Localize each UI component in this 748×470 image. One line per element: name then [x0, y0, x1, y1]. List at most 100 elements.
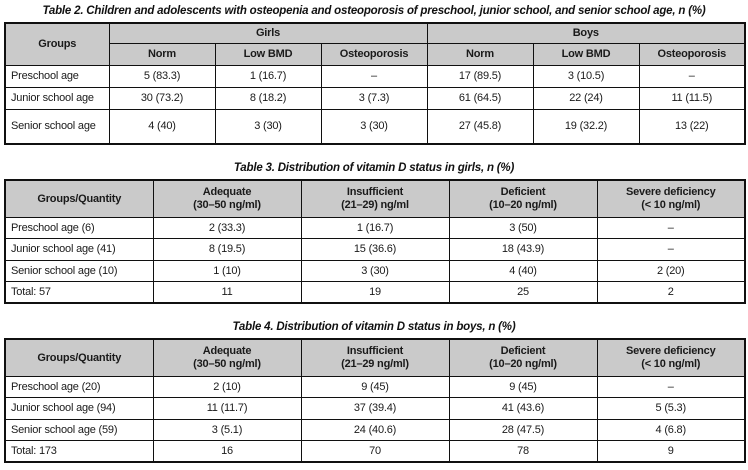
cell: 27 (45.8): [426, 108, 534, 145]
cell: 25: [448, 281, 598, 304]
header-range: (10–20 ng/ml): [489, 357, 557, 370]
table4-caption: Table 4. Distribution of vitamin D statu…: [232, 321, 516, 333]
row-label: Senior school age (10): [4, 259, 154, 282]
header-range: (30–50 ng/ml): [193, 198, 261, 211]
cell: 22 (24): [532, 86, 640, 110]
table3-caption: Table 3. Distribution of vitamin D statu…: [233, 162, 515, 174]
cell: 17 (89.5): [426, 64, 534, 88]
row-label: Senior school age (59): [4, 418, 154, 441]
header-label: Deficient: [500, 185, 546, 198]
table-row: Junior school age (41) 8 (19.5) 15 (36.6…: [4, 238, 746, 261]
cell: 3 (50): [448, 216, 598, 239]
row-label: Total: 173: [4, 440, 154, 463]
row-label: Senior school age: [4, 108, 110, 145]
table2-header-row-2: Norm Low BMD Osteoporosis Norm Low BMD O…: [5, 42, 746, 66]
header-label: Deficient: [500, 344, 546, 357]
cell: 37 (39.4): [300, 397, 450, 420]
cell: –: [596, 375, 746, 398]
table4-header-groups: Groups/Quantity: [4, 338, 154, 377]
cell: –: [638, 64, 746, 88]
table-row: Junior school age (94) 11 (11.7) 37 (39.…: [4, 397, 746, 420]
cell: 78: [448, 440, 598, 463]
row-label: Preschool age (6): [4, 216, 154, 239]
table-total-row: Total: 173 16 70 78 9: [4, 440, 746, 463]
table2-header-row-1: Groups Girls Boys: [4, 22, 746, 66]
cell: 70: [300, 440, 450, 463]
cell: 1 (16.7): [300, 216, 450, 239]
table3-header-insufficient: Insufficient (21–29) ng/ml: [300, 179, 450, 218]
table-total-row: Total: 57 11 19 25 2: [4, 281, 746, 304]
row-label: Junior school age: [4, 86, 110, 110]
table4-header-adequate: Adequate (30–50 ng/ml): [152, 338, 302, 377]
header-label: Insufficient: [346, 185, 404, 198]
table2-header-boys-osteoporosis: Osteoporosis: [638, 42, 746, 66]
header-range: (< 10 ng/ml): [641, 357, 701, 370]
header-range: (21–29 ng/ml): [341, 357, 409, 370]
table3-header-adequate: Adequate (30–50 ng/ml): [152, 179, 302, 218]
table4-header-deficient: Deficient (10–20 ng/ml): [448, 338, 598, 377]
table4-header-severe: Severe deficiency (< 10 ng/ml): [596, 338, 746, 377]
table2-header-girls-osteoporosis: Osteoporosis: [320, 42, 428, 66]
table2-header-boys-norm: Norm: [426, 42, 534, 66]
cell: 3 (5.1): [152, 418, 302, 441]
cell: 3 (10.5): [532, 64, 640, 88]
table2-header-girls-norm: Norm: [108, 42, 216, 66]
cell: 2 (33.3): [152, 216, 302, 239]
cell: 41 (43.6): [448, 397, 598, 420]
cell: 2 (20): [596, 259, 746, 282]
cell: 13 (22): [638, 108, 746, 145]
table-row: Senior school age (10) 1 (10) 3 (30) 4 (…: [4, 259, 746, 282]
row-label: Total: 57: [4, 281, 154, 304]
cell: 3 (7.3): [320, 86, 428, 110]
cell: 3 (30): [320, 108, 428, 145]
spacer: [4, 304, 744, 320]
table2-header-girls-lowbmd: Low BMD: [214, 42, 322, 66]
header-range: (30–50 ng/ml): [193, 357, 261, 370]
header-label: Adequate: [202, 344, 252, 357]
table3-vitamin-d-girls: Groups/Quantity Adequate (30–50 ng/ml) I…: [4, 179, 746, 304]
cell: –: [596, 216, 746, 239]
cell: 11: [152, 281, 302, 304]
cell: –: [596, 238, 746, 261]
cell: 5 (5.3): [596, 397, 746, 420]
cell: 11 (11.7): [152, 397, 302, 420]
table-row: Senior school age 4 (40) 3 (30) 3 (30) 2…: [4, 108, 746, 145]
table2-header-groups: Groups: [4, 22, 110, 66]
table2-caption: Table 2. Children and adolescents with o…: [42, 5, 706, 17]
table-row: Preschool age (20) 2 (10) 9 (45) 9 (45) …: [4, 375, 746, 398]
row-label: Preschool age (20): [4, 375, 154, 398]
table4-header-row: Groups/Quantity Adequate (30–50 ng/ml) I…: [4, 338, 746, 377]
cell: 15 (36.6): [300, 238, 450, 261]
cell: 2 (10): [152, 375, 302, 398]
header-range: (21–29) ng/ml: [341, 198, 409, 211]
row-label: Preschool age: [4, 64, 110, 88]
table-row: Junior school age 30 (73.2) 8 (18.2) 3 (…: [4, 86, 746, 110]
cell: 1 (16.7): [214, 64, 322, 88]
header-label: Severe deficiency: [625, 185, 716, 198]
cell: 18 (43.9): [448, 238, 598, 261]
table2-header-girls: Girls: [108, 22, 428, 44]
row-label: Junior school age (41): [4, 238, 154, 261]
table2-header-boys: Boys: [426, 22, 746, 44]
cell: 16: [152, 440, 302, 463]
cell: 61 (64.5): [426, 86, 534, 110]
cell: 2: [596, 281, 746, 304]
table3-header-groups: Groups/Quantity: [4, 179, 154, 218]
row-label: Junior school age (94): [4, 397, 154, 420]
header-range: (10–20 ng/ml): [489, 198, 557, 211]
cell: 1 (10): [152, 259, 302, 282]
cell: 30 (73.2): [108, 86, 216, 110]
table3-header-severe: Severe deficiency (< 10 ng/ml): [596, 179, 746, 218]
cell: 9: [596, 440, 746, 463]
header-label: Adequate: [202, 185, 252, 198]
cell: –: [320, 64, 428, 88]
table4-header-insufficient: Insufficient (21–29 ng/ml): [300, 338, 450, 377]
table2-osteopenia-osteoporosis: Groups Girls Boys Norm Low BMD Osteoporo…: [4, 22, 746, 145]
cell: 4 (40): [108, 108, 216, 145]
table-row: Senior school age (59) 3 (5.1) 24 (40.6)…: [4, 418, 746, 441]
spacer: [4, 145, 744, 161]
table3-header-deficient: Deficient (10–20 ng/ml): [448, 179, 598, 218]
cell: 3 (30): [300, 259, 450, 282]
table2-header-boys-lowbmd: Low BMD: [532, 42, 640, 66]
